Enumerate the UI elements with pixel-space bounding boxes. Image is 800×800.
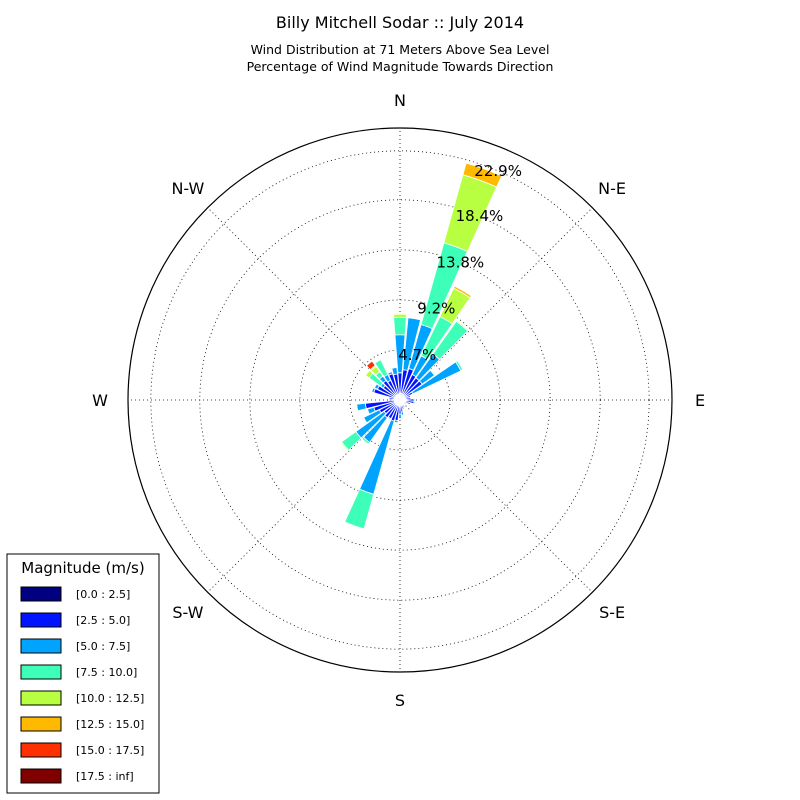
wind-bar-segment xyxy=(387,416,392,421)
wind-bar-segment xyxy=(413,400,416,405)
grid-spoke xyxy=(207,399,401,593)
direction-label: N-E xyxy=(598,179,626,198)
grid-spoke xyxy=(399,207,593,401)
legend-swatch xyxy=(20,768,62,784)
wind-bar-segment xyxy=(367,406,376,415)
wind-bar-segment xyxy=(413,398,416,402)
chart-subtitle-line-1: Wind Distribution at 71 Meters Above Sea… xyxy=(251,42,550,57)
legend-title: Magnitude (m/s) xyxy=(21,559,144,577)
wind-bar-segment xyxy=(344,488,375,530)
legend-swatch xyxy=(20,716,62,732)
wind-bar-segment xyxy=(374,359,389,378)
chart-subtitle-line-2: Percentage of Wind Magnitude Towards Dir… xyxy=(247,59,554,74)
legend: Magnitude (m/s) [0.0 : 2.5] [2.5 : 5.0] [5… xyxy=(6,553,160,794)
wind-bar-segment xyxy=(462,162,503,188)
legend-swatch xyxy=(20,586,62,602)
legend-entry-label: [0.0 : 2.5] xyxy=(76,588,130,601)
wind-bar-segment xyxy=(365,360,376,371)
wind-bar-segment xyxy=(356,402,367,412)
ring-label: 13.8% xyxy=(437,253,485,271)
legend-swatch xyxy=(20,638,62,654)
direction-label: N xyxy=(394,91,406,110)
legend-swatch xyxy=(20,664,62,680)
grid-ring xyxy=(249,249,551,551)
legend-entry-label: [12.5 : 15.0] xyxy=(76,718,144,731)
ring-label: 9.2% xyxy=(417,300,455,318)
legend-entry-label: [15.0 : 17.5] xyxy=(76,744,144,757)
wind-bar-segment xyxy=(393,419,399,424)
wind-bar-segment xyxy=(403,401,408,405)
wind-bar-segment xyxy=(361,436,371,445)
wind-bar-segment xyxy=(400,411,405,416)
wind-bar-segment xyxy=(373,383,380,390)
direction-label: S-E xyxy=(599,603,625,622)
ring-labels: 4.7% 9.2% 13.8% 18.4% 22.9% xyxy=(398,162,522,364)
wind-bar-segment xyxy=(391,367,398,376)
legend-entry-label: [17.5 : inf] xyxy=(76,770,134,783)
direction-label: E xyxy=(695,391,705,410)
wind-bar-segment xyxy=(371,387,376,394)
ring-label: 4.7% xyxy=(398,346,436,364)
legend-entry-label: [7.5 : 10.0] xyxy=(76,666,137,679)
legend-entry-label: [2.5 : 5.0] xyxy=(76,614,130,627)
polar-grid xyxy=(128,128,672,672)
legend-entries: [0.0 : 2.5] [2.5 : 5.0] [5.0 : 7.5] [7.5 : … xyxy=(20,586,144,784)
wind-bar-segment xyxy=(392,313,408,318)
grid-ring xyxy=(349,349,451,451)
wind-bar-segment xyxy=(387,371,394,376)
grid-ring xyxy=(150,150,650,650)
grid-spoke xyxy=(399,399,593,593)
direction-label: S-W xyxy=(172,603,203,622)
wind-bar-segment xyxy=(364,369,374,379)
wind-bars xyxy=(340,162,503,530)
legend-entry-label: [10.0 : 12.5] xyxy=(76,692,144,705)
polar-frame xyxy=(127,127,673,673)
wind-bar-segment xyxy=(453,285,472,299)
ring-label: 18.4% xyxy=(456,207,504,225)
wind-bar-segment xyxy=(429,368,436,376)
wind-bar-segment xyxy=(340,441,350,452)
wind-bar-segment xyxy=(398,413,402,419)
wind-bar-segment xyxy=(363,409,382,424)
ring-label: 22.9% xyxy=(474,162,522,180)
legend-swatch xyxy=(20,690,62,706)
wind-bar-segment xyxy=(455,360,464,372)
wind-bar-segment xyxy=(403,400,411,406)
grid-spoke xyxy=(207,207,401,401)
direction-labels: N N-E E S-E S S-W W N-W xyxy=(92,91,705,710)
direction-label: W xyxy=(92,391,108,410)
legend-entry-label: [5.0 : 7.5] xyxy=(76,640,130,653)
wind-bar-segment xyxy=(455,319,470,332)
direction-label: N-W xyxy=(171,179,204,198)
direction-label: S xyxy=(395,691,405,710)
legend-swatch xyxy=(20,612,62,628)
chart-title: Billy Mitchell Sodar :: July 2014 xyxy=(276,13,524,32)
wind-bar-segment xyxy=(393,316,407,336)
wind-bar-segment xyxy=(402,317,422,371)
legend-swatch xyxy=(20,742,62,758)
